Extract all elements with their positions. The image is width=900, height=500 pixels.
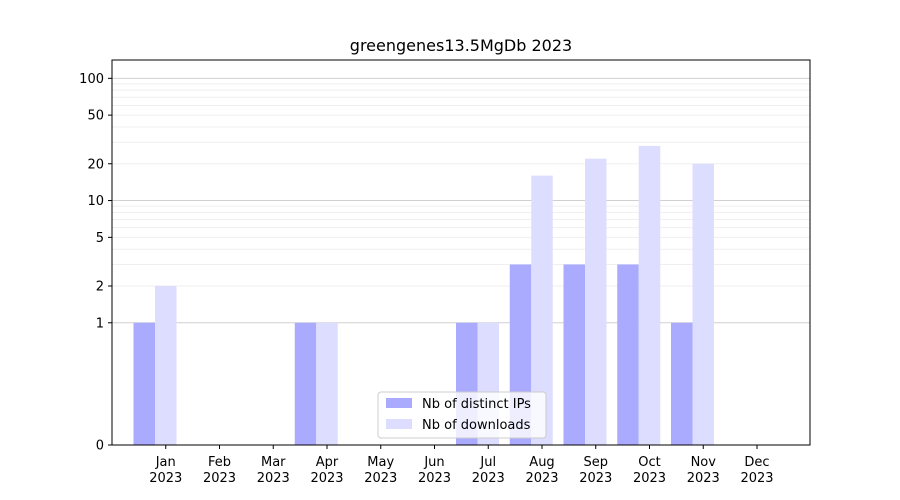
legend-swatch-downloads: [386, 419, 412, 429]
legend-label-downloads: Nb of downloads: [422, 418, 531, 433]
y-tick-label: 20: [87, 157, 104, 172]
x-tick-label-year: 2023: [740, 471, 773, 486]
legend: Nb of distinct IPs Nb of downloads: [377, 391, 547, 439]
bar: [563, 264, 585, 445]
y-tick-label: 0: [96, 439, 104, 454]
x-tick-label-month: Sep: [583, 455, 608, 470]
y-tick-label: 100: [79, 72, 104, 87]
x-tick-label-year: 2023: [310, 471, 343, 486]
y-tick-label: 10: [87, 194, 104, 209]
chart-title: greengenes13.5MgDb 2023: [350, 36, 572, 55]
x-tick-label-month: Feb: [208, 455, 231, 470]
plot-frame: [111, 59, 811, 446]
x-tick-label-month: Apr: [316, 455, 339, 470]
x-tick-label-year: 2023: [364, 471, 397, 486]
x-tick-label-year: 2023: [525, 471, 558, 486]
x-tick-label-year: 2023: [579, 471, 612, 486]
bar: [155, 285, 177, 445]
x-tick-label-month: Jul: [479, 455, 496, 470]
bar: [617, 264, 639, 445]
x-tick-label-month: Mar: [261, 455, 286, 470]
x-axis: Jan2023Feb2023Mar2023Apr2023May2023Jun20…: [149, 445, 774, 486]
x-tick-label-year: 2023: [149, 471, 182, 486]
bars: [133, 145, 714, 446]
x-tick-label-month: May: [367, 455, 394, 470]
x-tick-label-year: 2023: [472, 471, 505, 486]
y-tick-label: 2: [96, 279, 104, 294]
x-tick-label-month: Jun: [423, 455, 444, 470]
x-tick-label-month: Jan: [155, 455, 176, 470]
x-tick-label-year: 2023: [633, 471, 666, 486]
bar: [133, 322, 155, 445]
grid: [112, 77, 810, 324]
bar: [671, 322, 693, 445]
x-tick-label-month: Dec: [744, 455, 769, 470]
legend-label-distinct-ips: Nb of distinct IPs: [422, 397, 531, 412]
y-tick-label: 5: [96, 231, 104, 246]
x-tick-label-year: 2023: [257, 471, 290, 486]
x-tick-label-year: 2023: [203, 471, 236, 486]
bar: [316, 322, 338, 445]
legend-swatch-distinct-ips: [386, 398, 412, 408]
x-tick-label-month: Aug: [529, 455, 554, 470]
legend-box: [377, 391, 547, 439]
bar: [692, 163, 714, 445]
bar: [294, 322, 317, 445]
y-axis: 0 1 2 5 10 20 50 100: [79, 72, 112, 454]
x-tick-label-year: 2023: [687, 471, 720, 486]
x-tick-label-month: Oct: [638, 455, 660, 470]
y-tick-label: 1: [96, 316, 104, 331]
bar: [531, 175, 553, 446]
x-tick-label-year: 2023: [418, 471, 451, 486]
bar: [585, 158, 607, 445]
bar: [638, 145, 661, 446]
y-tick-label: 50: [87, 109, 104, 124]
x-tick-label-month: Nov: [691, 455, 717, 470]
